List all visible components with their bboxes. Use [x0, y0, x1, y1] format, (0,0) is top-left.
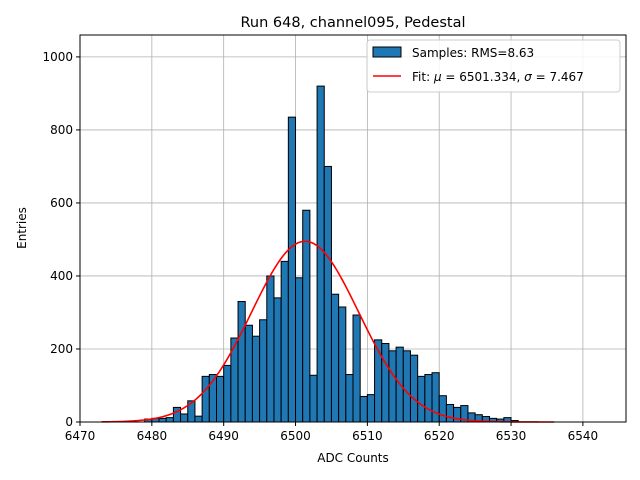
histogram-bar — [402, 350, 411, 423]
histogram-bar — [359, 395, 368, 423]
legend-fit-mu-symbol: μ — [433, 70, 442, 84]
histogram-bar — [345, 374, 354, 423]
histogram-bar — [330, 293, 340, 423]
legend-samples-label: Samples: RMS=8.63 — [412, 46, 534, 60]
y-tick-label: 600 — [50, 196, 73, 210]
x-tick-label: 6500 — [280, 429, 311, 443]
y-axis-label: Entries — [15, 207, 29, 249]
x-tick-label: 6520 — [424, 429, 455, 443]
legend-fit-mu-value: = 6501.334, — [442, 70, 525, 84]
histogram-bar — [374, 339, 383, 423]
histogram-bar — [194, 415, 203, 423]
histogram-bar — [338, 306, 347, 423]
histogram-bar — [417, 375, 426, 423]
histogram-bar — [273, 297, 282, 423]
legend-fit-label: Fit: μ = 6501.334, σ = 7.467 — [412, 70, 584, 84]
histogram-bar — [165, 417, 174, 423]
x-tick-label: 6490 — [208, 429, 239, 443]
chart-title: Run 648, channel095, Pedestal — [240, 15, 465, 31]
histogram-bar — [323, 165, 332, 423]
histogram-bar — [158, 417, 167, 423]
x-axis-ticks: 6470 6480 6490 6500 6510 6520 6530 6540 — [65, 422, 598, 443]
x-tick-label: 6540 — [568, 429, 599, 443]
histogram-bar — [316, 85, 325, 423]
legend-box — [366, 39, 621, 93]
histogram-bar — [381, 343, 390, 423]
histogram-bar — [266, 275, 275, 423]
plot-frame — [79, 34, 627, 423]
histogram-bar — [259, 319, 268, 423]
legend-fit-sigma-symbol: σ — [524, 70, 532, 84]
histogram-bar — [180, 413, 189, 423]
histogram-bar — [409, 354, 419, 423]
legend-fit-sigma-value: = 7.467 — [532, 70, 584, 84]
x-tick-label: 6510 — [352, 429, 383, 443]
x-axis-label: ADC Counts — [317, 451, 389, 465]
y-tick-label: 800 — [50, 123, 73, 137]
y-tick-label: 0 — [65, 415, 73, 429]
histogram-bar — [424, 374, 433, 423]
histogram-bar — [223, 364, 232, 423]
histogram-bar — [366, 394, 376, 423]
x-tick-label: 6470 — [65, 429, 96, 443]
y-tick-label: 1000 — [42, 50, 73, 64]
histogram-bar — [388, 350, 397, 423]
histogram-bar — [438, 395, 447, 423]
histogram-bar — [352, 314, 361, 423]
legend-samples-swatch — [372, 46, 402, 58]
histogram-bar — [244, 324, 253, 423]
histogram-bar — [309, 374, 318, 423]
x-tick-label: 6530 — [496, 429, 527, 443]
histogram-bars — [144, 85, 519, 423]
histogram-bar — [445, 403, 455, 423]
histogram-bar — [201, 375, 210, 423]
legend-fit-prefix: Fit: — [412, 70, 434, 84]
y-tick-label: 400 — [50, 269, 73, 283]
histogram-bar — [295, 277, 304, 423]
fit-curve — [101, 240, 555, 423]
grid-lines — [79, 35, 626, 423]
legend: Samples: RMS=8.63 Fit: μ = 6501.334, σ =… — [366, 39, 621, 93]
x-tick-label: 6480 — [137, 429, 168, 443]
histogram-bar — [287, 116, 297, 423]
y-axis-ticks: 0 200 400 600 800 1000 — [42, 50, 80, 429]
histogram-bar — [251, 335, 261, 423]
histogram-bar — [237, 301, 246, 423]
histogram-bar — [280, 260, 289, 423]
histogram-bar — [431, 372, 440, 423]
histogram-bar — [216, 375, 225, 423]
y-tick-label: 200 — [50, 342, 73, 356]
